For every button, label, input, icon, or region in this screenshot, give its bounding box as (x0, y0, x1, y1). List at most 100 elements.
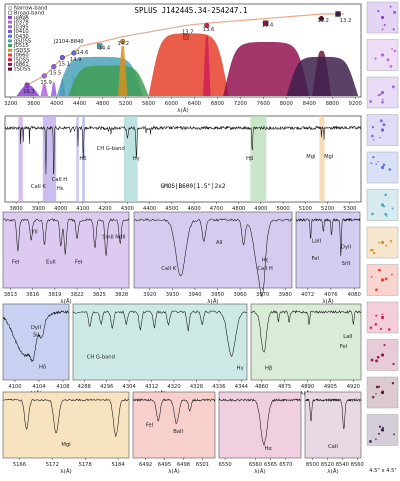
zoom-frame (132, 391, 216, 459)
line-annotation: EuII (46, 260, 56, 266)
legend-entry: J0410 (13, 29, 29, 35)
spectrum-caption: GMOS|B600|1.5"|2x2 (160, 183, 225, 190)
magnitude-label: 15.9 (40, 80, 52, 86)
stamp-source (389, 239, 393, 243)
line-annotation: Hα (265, 446, 273, 452)
x-tick-label: 4890 (301, 384, 314, 390)
zoom-panel: Hα 6550 6560 6565 6570 λ(Å) (218, 391, 302, 475)
stamp-source (370, 276, 373, 278)
x-tick-label: 4700 (210, 206, 223, 212)
stamp-source (386, 58, 390, 62)
line-annotation: BaII (173, 429, 183, 435)
x-tick-label: 5300 (343, 206, 356, 212)
narrow-band-marker (41, 73, 47, 79)
zoom-frame (2, 303, 70, 381)
x-tick-label: 4905 (324, 384, 337, 390)
zoom-frame (218, 391, 302, 459)
x-tick-label: 5172 (46, 462, 59, 468)
legend-entry: J0861 (13, 62, 29, 68)
zoom-panel: CaII 8500 8520 8540 8560 λ(Å) (304, 391, 364, 475)
x-axis-label: λ(Å) (327, 468, 339, 475)
x-tick-label: 3900 (32, 206, 45, 212)
stamp-source (374, 323, 378, 326)
stamp-target (380, 390, 385, 395)
photometry-legend: Narrow-bandBroad-banduJAVAJ0378J0395J041… (8, 6, 47, 73)
spectrum-annotation: MgI (306, 154, 316, 160)
zoom-frame (72, 303, 248, 381)
line-annotation: Hε (262, 257, 269, 263)
x-tick-label: 8540 (336, 462, 349, 468)
x-tick-label: 3930 (166, 292, 179, 298)
magnitude-label: 15.1 (58, 62, 70, 68)
filter-curve (50, 82, 57, 96)
stamp-target (380, 128, 385, 132)
x-tick-label: 3970 (256, 292, 269, 298)
x-tick-label: 8500 (306, 462, 319, 468)
line-annotation: SrII (342, 261, 351, 267)
line-annotation: Hγ (237, 365, 244, 371)
legend-entry: rSDSS (14, 48, 30, 54)
x-tick-label: 8400 (303, 101, 316, 107)
x-axis-label: λ(Å) (168, 468, 180, 475)
zoom-spectrum-line (295, 217, 361, 257)
legend-marker (8, 10, 12, 15)
x-tick-label: 3200 (4, 101, 17, 107)
narrow-band-marker (71, 50, 77, 56)
stamp-source (375, 385, 379, 389)
legend-entry: uJAVA (14, 15, 29, 21)
zoom-region-shade (18, 116, 23, 202)
x-tick-label: 6550 (218, 462, 231, 468)
legend-swatch (8, 15, 12, 19)
x-tick-label: 4400 (143, 206, 156, 212)
spectrum-annotation: MgI (324, 154, 334, 160)
x-tick-label: 4920 (347, 384, 360, 390)
stamp-source (369, 100, 373, 103)
x-tick-label: 4875 (278, 384, 291, 390)
legend-swatch (8, 62, 12, 66)
photometry-panel: 16.3 15.9 15.5 15.114.914.6 14.4 14.2 13.7 13.6… (4, 6, 362, 114)
line-annotation: CaII (328, 444, 338, 450)
x-tick-label: 4304 (123, 384, 137, 390)
stamp-source (389, 5, 392, 8)
legend-entry: J0395 (13, 24, 29, 30)
x-tick-label: 5600 (142, 101, 155, 107)
image-stamps: 4.5" x 4.5" (366, 1, 399, 474)
x-tick-label: 4100 (76, 206, 89, 212)
x-tick-label: 4320 (167, 384, 180, 390)
stamp-target (380, 90, 385, 95)
line-annotation: FeI (146, 422, 154, 428)
x-tick-label: 4400 (73, 101, 86, 107)
legend-entry: zSDSS (14, 67, 31, 73)
stamp-source (389, 65, 393, 68)
stamp-source (375, 163, 378, 165)
magnitude-label: 13.2 (317, 18, 329, 24)
x-tick-label: 4000 (54, 206, 67, 212)
magnitude-label: 16.3 (23, 89, 35, 95)
stamp-source (392, 28, 395, 31)
stamp-source (371, 395, 375, 399)
magnitude-label: 13.4 (262, 23, 274, 29)
filter-curve (16, 85, 40, 96)
broad-band-marker (183, 34, 189, 40)
stamp-source (384, 212, 388, 216)
x-tick-label: 4072 (301, 292, 314, 298)
stamp-source (381, 426, 384, 429)
zoom-spectrum-line (304, 398, 362, 430)
x-tick-label: 4800 (232, 206, 245, 212)
stamp-source (393, 363, 395, 365)
x-tick-label: 4296 (100, 384, 113, 390)
filter-curve (68, 65, 149, 96)
x-tick-label: 4104 (32, 384, 46, 390)
stamp-source (381, 28, 384, 31)
x-tick-label: 4080 (348, 292, 361, 298)
full-spectrum-panel: CaII K CaII H Hδ Hε CH G-band Hγ Hβ MgI MgI GMOS|… (4, 115, 362, 219)
x-tick-label: 3813 (4, 292, 17, 298)
stamp-target (380, 15, 385, 20)
legend-swatch (8, 48, 12, 52)
x-tick-label: 6400 (188, 101, 201, 107)
legend-swatch (8, 20, 12, 24)
line-annotation: SiI (33, 333, 40, 339)
line-annotation: DyII (341, 244, 352, 250)
x-tick-label: 5200 (321, 206, 334, 212)
